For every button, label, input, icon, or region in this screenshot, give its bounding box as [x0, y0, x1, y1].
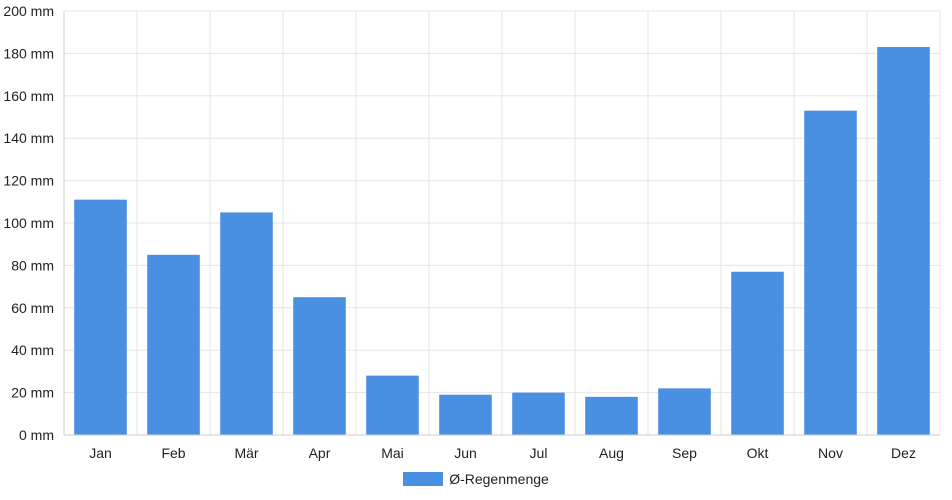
y-tick-label: 180 mm: [3, 45, 54, 61]
bar-Feb: [147, 254, 200, 435]
y-tick-label: 0 mm: [19, 427, 54, 443]
bar-Apr: [293, 297, 346, 435]
legend: Ø-Regenmenge: [0, 471, 952, 487]
bar-Jul: [512, 392, 565, 435]
x-axis-tick-labels: Jan Feb Mär Apr Mai Jun Jul Aug Sep Okt Nov Dez: [89, 445, 916, 461]
bar-Jan: [74, 199, 127, 435]
y-tick-label: 100 mm: [3, 215, 54, 231]
axes: [63, 11, 940, 436]
y-tick-label: 60 mm: [11, 300, 54, 316]
legend-swatch: [403, 472, 444, 486]
x-tick-label: Jul: [530, 445, 548, 461]
x-tick-label: Jun: [454, 445, 477, 461]
y-tick-label: 40 mm: [11, 342, 54, 358]
bar-Dez: [877, 47, 930, 435]
bars: [74, 47, 930, 435]
y-tick-label: 160 mm: [3, 88, 54, 104]
y-tick-label: 200 mm: [3, 3, 54, 19]
y-tick-label: 140 mm: [3, 130, 54, 146]
x-tick-label: Feb: [161, 445, 185, 461]
bar-Sep: [658, 388, 711, 435]
bar-Jun: [439, 394, 492, 435]
y-tick-label: 80 mm: [11, 257, 54, 273]
x-tick-label: Mär: [234, 445, 258, 461]
legend-label: Ø-Regenmenge: [449, 471, 549, 487]
x-tick-label: Sep: [672, 445, 697, 461]
bar-Aug: [585, 396, 638, 435]
x-tick-label: Dez: [891, 445, 916, 461]
x-tick-label: Mai: [381, 445, 404, 461]
y-axis-tick-labels: 0 mm 20 mm 40 mm 60 mm 80 mm 100 mm 120 mm 140 …: [3, 3, 54, 443]
x-tick-label: Aug: [599, 445, 624, 461]
x-tick-label: Okt: [747, 445, 769, 461]
x-tick-label: Apr: [309, 445, 331, 461]
x-tick-label: Nov: [818, 445, 843, 461]
x-tick-label: Jan: [89, 445, 112, 461]
bar-Okt: [731, 271, 784, 435]
bar-Nov: [804, 110, 857, 435]
bar-Mai: [366, 375, 419, 435]
y-tick-label: 20 mm: [11, 385, 54, 401]
y-tick-label: 120 mm: [3, 173, 54, 189]
bar-Mär: [220, 212, 273, 435]
